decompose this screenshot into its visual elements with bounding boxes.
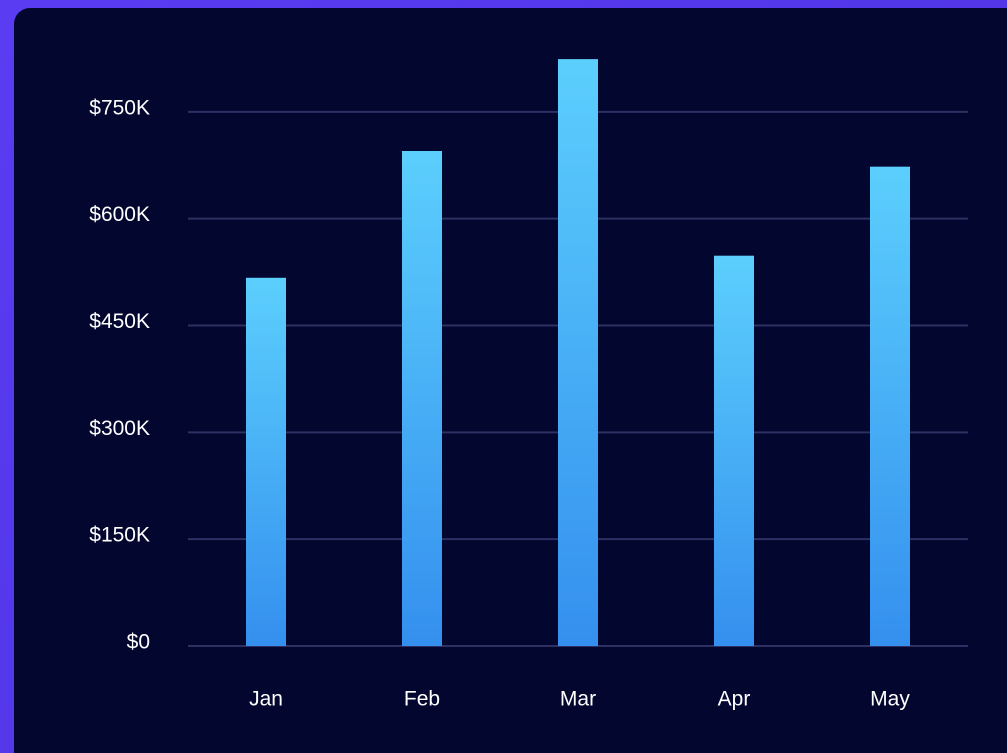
bar bbox=[870, 166, 910, 646]
bar bbox=[714, 255, 754, 647]
card bbox=[14, 8, 1007, 753]
bar bbox=[246, 277, 286, 646]
x-tick-label: Feb bbox=[404, 688, 440, 711]
x-tick-label: Mar bbox=[560, 688, 596, 711]
x-tick-label: May bbox=[870, 688, 910, 711]
bar bbox=[558, 59, 598, 646]
y-tick-label: $150K bbox=[89, 524, 150, 547]
bar bbox=[402, 151, 442, 646]
x-tick-label: Jan bbox=[249, 688, 283, 711]
y-tick-label: $750K bbox=[89, 96, 150, 119]
x-tick-label: Apr bbox=[718, 688, 751, 711]
y-tick-label: $0 bbox=[127, 631, 150, 654]
y-tick-label: $300K bbox=[89, 417, 150, 440]
y-tick-label: $600K bbox=[89, 203, 150, 226]
y-tick-label: $450K bbox=[89, 310, 150, 333]
